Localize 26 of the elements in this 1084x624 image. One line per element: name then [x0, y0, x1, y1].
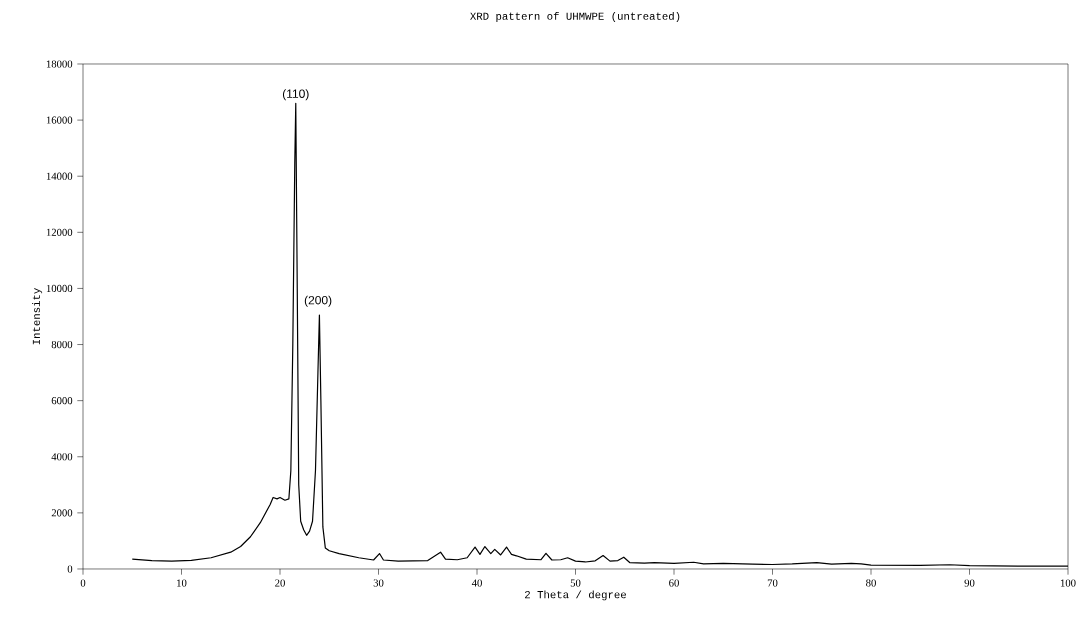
y-tick-label: 10000 — [46, 284, 73, 293]
x-tick-label: 20 — [275, 579, 285, 587]
y-tick-label: 12000 — [46, 228, 73, 236]
annotation: (200) — [304, 295, 332, 307]
x-tick-label: 0 — [80, 579, 86, 587]
y-tick-label: 4000 — [51, 453, 73, 461]
x-tick-label: 40 — [471, 579, 482, 587]
x-tick-label: 50 — [570, 579, 581, 587]
x-tick-label: 90 — [964, 579, 975, 587]
x-tick-label: 80 — [866, 579, 876, 587]
y-tick-label: 18000 — [46, 60, 73, 68]
x-tick-label: 10 — [177, 579, 187, 587]
x-tick-label: 70 — [767, 579, 778, 587]
x-axis-title: 2 Theta / degree — [525, 590, 626, 601]
y-tick-label: 0 — [67, 565, 73, 573]
y-axis-title: Intensity — [32, 288, 43, 345]
y-tick-label: 14000 — [46, 172, 73, 180]
y-tick-label: 8000 — [51, 340, 73, 349]
chart-title: XRD pattern of UHMWPE (untreated) — [470, 12, 680, 22]
annotation: (110) — [282, 89, 309, 101]
x-tick-label: 60 — [669, 579, 679, 587]
y-tick-label: 16000 — [46, 116, 73, 124]
y-tick-label: 2000 — [51, 509, 73, 517]
x-tick-label: 100 — [1060, 579, 1076, 587]
y-tick-label: 6000 — [51, 397, 73, 405]
x-tick-label: 30 — [373, 579, 384, 587]
